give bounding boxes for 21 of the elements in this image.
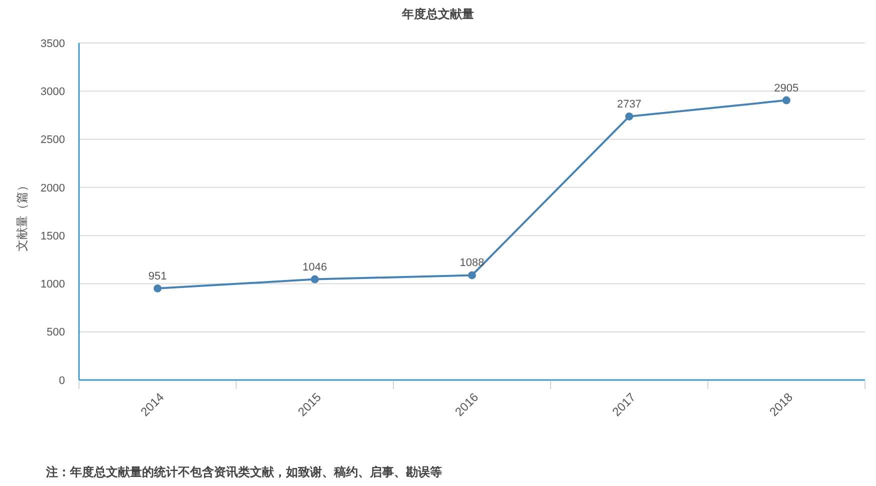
y-tick-label: 1500 [40, 230, 65, 242]
data-label: 951 [148, 270, 167, 282]
point [625, 112, 634, 120]
data-label: 1088 [460, 257, 484, 270]
point [782, 96, 790, 104]
y-tick-label: 3500 [40, 38, 65, 50]
y-axis-title: 文献量（篇） [15, 180, 29, 252]
data-label: 1046 [302, 261, 328, 274]
data-label: 2905 [774, 82, 799, 94]
text: 注：年度总文献量的统计不包含资讯类文献，如致谢、稿约、启事、勘误等 [45, 465, 442, 479]
y-tick-label: 2500 [40, 134, 65, 146]
point [468, 271, 476, 280]
point [154, 284, 162, 292]
chart-title: 年度总文献量 [401, 7, 474, 21]
y-tick-label: 0 [58, 374, 65, 387]
y-tick-label: 2000 [40, 182, 65, 194]
y-tick-label: 3000 [40, 86, 65, 98]
y-tick-label: 500 [46, 326, 65, 339]
y-tick-label: 1000 [40, 278, 65, 291]
data-label: 2737 [616, 98, 642, 110]
point [310, 275, 319, 284]
